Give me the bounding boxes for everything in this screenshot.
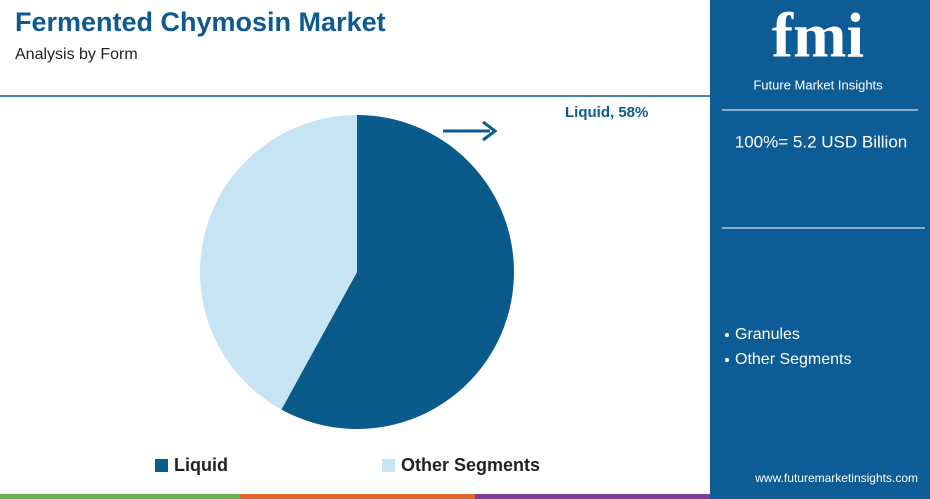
bullet <box>725 358 729 362</box>
legend-swatch <box>382 459 395 472</box>
chart-subtitle: Analysis by Form <box>15 46 138 63</box>
side-panel <box>710 0 930 494</box>
segment-item: Granules <box>735 326 800 343</box>
legend: Liquid Other Segments <box>155 455 540 475</box>
chart-title: Fermented Chymosin Market <box>15 7 386 37</box>
pie-slice <box>200 115 357 410</box>
legend-swatch <box>155 459 168 472</box>
logo-brand: Future Market Insights <box>753 77 883 92</box>
callout-arrowhead <box>482 120 498 142</box>
legend-label: Liquid <box>174 455 228 475</box>
footer-stripe <box>710 494 930 499</box>
legend-label: Other Segments <box>401 455 540 475</box>
data-label: Liquid, 58% <box>565 104 648 121</box>
market-total: 100%= 5.2 USD Billion <box>735 132 907 151</box>
footer-stripe <box>240 494 475 499</box>
segment-item: Other Segments <box>735 351 852 368</box>
website: www.futuremarketinsights.com <box>754 471 918 485</box>
segment-list: Granules Other Segments <box>725 326 852 368</box>
pie <box>200 115 514 429</box>
footer-stripe <box>0 494 240 499</box>
pie-slice <box>281 115 514 429</box>
footer-stripe <box>475 494 710 499</box>
logo-mark: fmi <box>772 0 864 71</box>
bullet <box>725 333 729 337</box>
